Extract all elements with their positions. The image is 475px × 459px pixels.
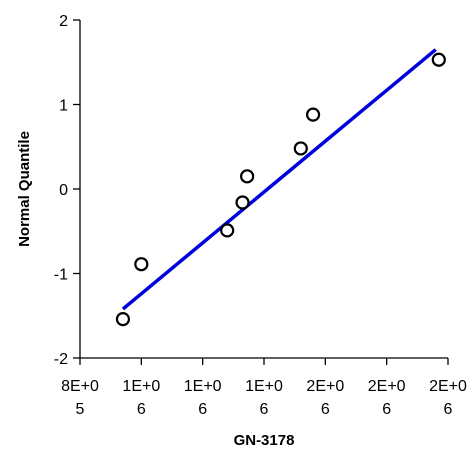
y-tick-label: 2 xyxy=(59,13,68,30)
x-tick-label: 6 xyxy=(137,401,146,418)
x-tick-label: 1E+0 xyxy=(245,378,283,395)
fit-line xyxy=(121,48,437,311)
x-tick-label: 6 xyxy=(382,401,391,418)
y-tick-label: -2 xyxy=(54,351,68,368)
x-tick-label: 6 xyxy=(260,401,269,418)
data-point xyxy=(220,223,235,238)
data-point xyxy=(134,257,149,272)
x-tick-label: 8E+0 xyxy=(61,378,99,395)
data-point xyxy=(431,52,446,67)
x-tick-label: 2E+0 xyxy=(429,378,467,395)
y-tick-label: 0 xyxy=(59,182,68,199)
data-point xyxy=(293,141,308,156)
data-point xyxy=(305,107,321,122)
x-tick-label: 6 xyxy=(444,401,453,418)
x-tick-label: 2E+0 xyxy=(306,378,344,395)
y-tick-label: 1 xyxy=(59,98,68,115)
x-tick-label: 5 xyxy=(76,401,85,418)
data-point xyxy=(240,169,255,184)
x-tick-label: 6 xyxy=(321,401,330,418)
tick-labels: -2 -1 0 1 2 8E+0 5 1E+0 6 1E+0 6 1E+0 6 2E+0 6 2E+0 6 2E+… xyxy=(54,13,467,418)
x-tick-label: 6 xyxy=(198,401,207,418)
data-points xyxy=(115,52,446,327)
x-tick-label: 1E+0 xyxy=(122,378,160,395)
x-tick-label: 1E+0 xyxy=(184,378,222,395)
data-point xyxy=(235,195,250,210)
x-axis-title: GN-3178 xyxy=(234,432,295,449)
fit-line-layer xyxy=(121,48,437,311)
y-tick-label: -1 xyxy=(54,267,68,284)
data-point xyxy=(115,312,131,327)
axes xyxy=(73,19,449,365)
y-axis-title: Normal Quantile xyxy=(16,131,33,247)
x-tick-label: 2E+0 xyxy=(368,378,406,395)
